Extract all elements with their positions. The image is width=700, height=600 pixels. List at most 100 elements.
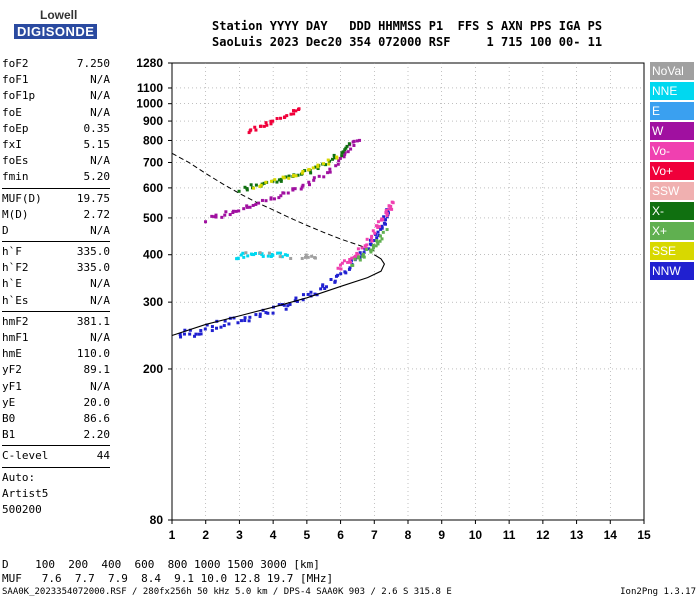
echo-point: [215, 326, 219, 330]
echo-point: [243, 185, 247, 189]
y-tick-label: 300: [143, 295, 163, 309]
echo-point: [219, 325, 223, 329]
echo-point: [280, 255, 284, 259]
echo-point: [271, 253, 275, 257]
echo-point: [360, 246, 364, 250]
param-name: D: [2, 223, 9, 237]
echo-point: [382, 221, 386, 225]
echo-point: [301, 298, 305, 302]
echo-point: [345, 144, 349, 148]
x-tick-label: 3: [236, 528, 243, 542]
legend-item-vo+: Vo+: [650, 162, 694, 180]
param-value: 335.0: [76, 245, 110, 259]
param-name: foEp: [2, 121, 29, 135]
file-info-footer: SAA0K_2023354072000.RSF / 280fx256h 50 k…: [2, 587, 452, 597]
param-value: N/A: [90, 293, 110, 307]
echo-point: [380, 237, 384, 241]
echo-point: [316, 163, 320, 167]
digisonde-logo: Lowell DIGISONDE: [0, 0, 98, 46]
echo-point: [348, 266, 352, 270]
x-tick-label: 12: [536, 528, 550, 542]
echo-point: [390, 200, 394, 204]
param-row: foE N/A: [2, 105, 110, 121]
param-row: fmin 5.20: [2, 169, 110, 185]
echo-point: [355, 139, 359, 143]
echo-point: [390, 207, 394, 211]
legend-item-x+: X+: [650, 222, 694, 240]
echo-point: [370, 248, 374, 252]
echo-point: [375, 224, 379, 228]
param-separator: [2, 241, 110, 243]
param-value: 20.0: [83, 395, 111, 409]
echo-point: [367, 247, 371, 251]
echo-point: [365, 247, 369, 251]
echo-point: [234, 209, 238, 213]
echo-point: [277, 196, 281, 200]
echo-point: [252, 186, 256, 190]
param-row: yE 20.0: [2, 395, 110, 411]
echo-point: [358, 251, 362, 255]
param-name: hmE: [2, 347, 22, 361]
param-name: fmin: [2, 170, 29, 184]
echo-point: [279, 179, 283, 183]
echo-point: [384, 208, 388, 212]
echo-point: [264, 121, 268, 125]
echo-point: [375, 236, 379, 240]
echo-point: [260, 252, 264, 256]
echo-point: [182, 332, 186, 336]
y-tick-label: 200: [143, 362, 163, 376]
echo-point: [199, 332, 203, 336]
echo-point: [303, 255, 307, 259]
echo-point: [339, 267, 343, 271]
muf-row: MUF 7.6 7.7 7.9 8.4 9.1 10.0 12.8 19.7 […: [2, 572, 334, 585]
x-tick-label: 13: [570, 528, 584, 542]
echo-point: [336, 162, 340, 166]
echo-point: [329, 278, 333, 282]
echo-point: [317, 174, 321, 178]
echo-point: [322, 162, 326, 166]
echo-point: [224, 210, 228, 214]
distance-row: D 100 200 400 600 800 1000 1500 3000 [km…: [2, 558, 320, 571]
echo-point: [289, 256, 293, 260]
param-name: yE: [2, 395, 16, 409]
echo-point: [203, 327, 207, 331]
echo-point: [239, 319, 243, 323]
param-value: 5.20: [83, 170, 111, 184]
param-row: D N/A: [2, 223, 110, 239]
echo-point: [371, 229, 375, 233]
echo-point: [342, 259, 346, 263]
echo-point: [295, 299, 299, 303]
x-tick-label: 6: [337, 528, 344, 542]
echo-point: [316, 165, 320, 169]
echo-point: [380, 226, 384, 230]
echo-point: [231, 211, 235, 215]
echo-point: [259, 124, 263, 128]
echo-point: [323, 286, 327, 290]
echo-point: [371, 243, 375, 247]
echo-point: [348, 260, 352, 264]
echo-point: [283, 115, 287, 119]
echo-point: [264, 180, 268, 184]
echo-point: [288, 302, 292, 306]
echo-point: [228, 213, 232, 217]
echo-point: [269, 122, 273, 126]
echo-point: [279, 177, 283, 181]
x-tick-label: 15: [637, 528, 651, 542]
echo-point: [242, 207, 246, 211]
echo-point: [205, 323, 209, 327]
echo-point: [306, 292, 310, 296]
echo-point: [245, 204, 249, 208]
param-name: M(D): [2, 207, 29, 221]
param-row: h`F2 335.0: [2, 260, 110, 276]
echo-point: [227, 322, 231, 326]
param-value: N/A: [90, 73, 110, 87]
echo-point: [178, 332, 182, 336]
param-value: N/A: [90, 379, 110, 393]
param-name: h`Es: [2, 293, 29, 307]
echo-point: [357, 255, 361, 259]
echo-point: [265, 123, 269, 127]
echo-point: [244, 251, 248, 255]
param-row: MUF(D) 19.75: [2, 191, 110, 207]
y-tick-label: 800: [143, 133, 163, 147]
echo-point: [378, 225, 382, 229]
